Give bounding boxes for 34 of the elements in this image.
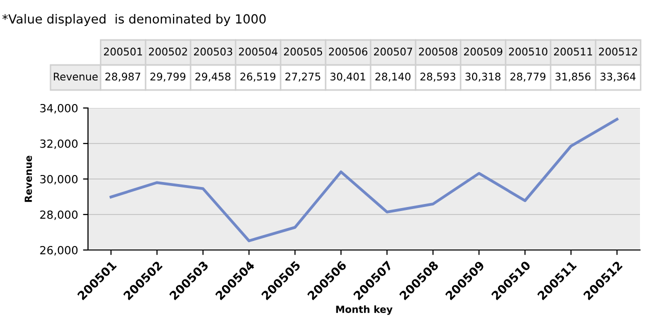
category-label: 200502 (148, 48, 187, 56)
y-tick-label: 28,000 (40, 210, 78, 220)
y-tick-label: 34,000 (40, 104, 78, 114)
data-label: 30,318 (465, 72, 500, 82)
data-label: 28,987 (105, 72, 140, 82)
data-label: 28,593 (420, 72, 456, 82)
category-label: 200506 (329, 48, 368, 56)
line-series (110, 118, 618, 242)
y-tick-label: 30,000 (40, 174, 78, 185)
data-label: 29,799 (150, 72, 186, 82)
category-label: 200511 (554, 48, 592, 56)
category-label: 200508 (419, 48, 458, 56)
data-label: 31,856 (555, 72, 590, 82)
category-label: 200507 (374, 48, 412, 56)
data-label: 29,458 (195, 72, 230, 82)
y-tick-label: 32,000 (40, 139, 78, 150)
text: Revenue (54, 72, 98, 81)
category-label: 200510 (509, 48, 548, 56)
category-label: 200512 (599, 48, 637, 56)
x-axis-title: Month key (336, 305, 393, 315)
data-label: 28,779 (510, 72, 546, 82)
data-label: 28,140 (375, 72, 410, 82)
data-label: 26,519 (240, 72, 276, 82)
y-tick-label: 26,000 (40, 246, 78, 256)
y-axis-title: Revenue (24, 156, 32, 202)
text: *Value displayed is denominated by 1000 (2, 14, 266, 26)
category-label: 200504 (238, 48, 278, 56)
data-label: 30,401 (330, 72, 366, 82)
category-label: 200509 (464, 48, 502, 56)
data-label: 27,275 (285, 72, 320, 82)
data-label: 33,364 (600, 72, 636, 82)
category-label: 200503 (194, 48, 232, 56)
category-label: 200501 (104, 48, 142, 56)
category-label: 200505 (284, 48, 322, 56)
